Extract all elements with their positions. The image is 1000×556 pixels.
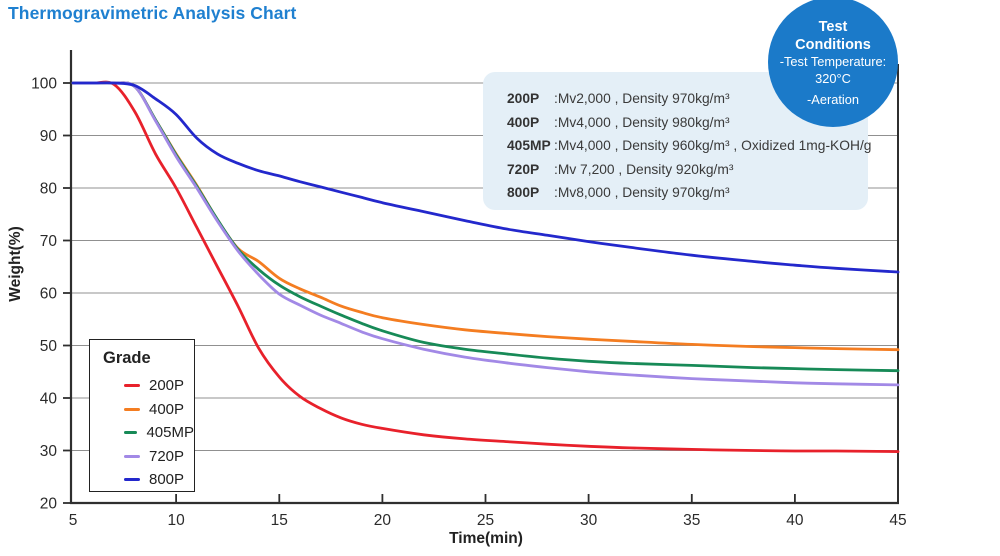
legend-item-label: 720P	[149, 447, 185, 465]
spec-text: :Mv4,000 , Density 980kg/m³	[554, 114, 730, 130]
y-tick-label-60: 60	[40, 286, 58, 303]
spec-row-400P: 400P :Mv4,000 , Density 980kg/m³	[507, 111, 868, 135]
legend-item-label: 800P	[149, 471, 185, 488]
x-tick-label-45: 45	[889, 512, 906, 529]
spec-text: :Mv 7,200 , Density 920kg/m³	[554, 161, 734, 177]
x-tick-label-20: 20	[374, 512, 392, 529]
legend-swatch-405MP	[124, 431, 138, 434]
legend-item-405MP: 405MP	[124, 424, 194, 441]
legend: Grade 200P 400P 405MP 720P 800P	[89, 339, 195, 492]
x-tick-label-40: 40	[786, 512, 804, 529]
legend-swatch-200P	[124, 384, 140, 387]
badge-line: -Test Temperature:	[779, 54, 887, 70]
legend-item-400P: 400P	[124, 401, 194, 418]
y-axis-label: Weight(%)	[7, 226, 24, 302]
legend-swatch-400P	[124, 407, 140, 411]
spec-text: :Mv2,000 , Density 970kg/m³	[554, 91, 730, 106]
y-tick-label-40: 40	[40, 391, 58, 408]
legend-item-label: 400P	[149, 400, 185, 418]
x-tick-label-35: 35	[683, 512, 700, 529]
spec-grade: 720P	[507, 161, 540, 177]
curve-720P	[71, 81, 900, 387]
legend-swatch-720P	[124, 454, 140, 458]
legend-swatch-800P	[124, 478, 140, 481]
y-tick-label-90: 90	[40, 128, 58, 145]
badge-title: Test Conditions	[768, 18, 898, 54]
spec-grade: 405MP	[507, 138, 551, 154]
x-tick-label-25: 25	[477, 512, 494, 529]
y-tick-label-50: 50	[40, 338, 58, 355]
legend-item-800P: 800P	[124, 471, 194, 488]
x-axis-label: Time(min)	[449, 530, 523, 547]
badge-line: -Aeration	[807, 92, 859, 108]
x-tick-label-5: 5	[69, 512, 78, 529]
chart-title: Thermogravimetric Analysis Chart	[8, 3, 297, 23]
badge-title-line1: Test	[818, 19, 848, 35]
spec-row-405MP: 405MP:Mv4,000 , Density 960kg/m³ , Oxidi…	[507, 134, 872, 158]
curve-200P	[71, 80, 900, 453]
y-tick-label-20: 20	[40, 496, 58, 513]
legend-item-label: 200P	[149, 377, 185, 394]
spec-row-720P: 720P :Mv 7,200 , Density 920kg/m³	[507, 158, 868, 182]
spec-row-800P: 800P :Mv8,000 , Density 970kg/m³	[507, 181, 868, 205]
spec-row-200P: 200P :Mv2,000 , Density 970kg/m³	[507, 87, 868, 111]
legend-item-720P: 720P	[124, 448, 194, 465]
grade-specs-panel: 200P :Mv2,000 , Density 970kg/m³ 400P :Mv4,…	[483, 72, 872, 210]
badge-body: -Test Temperature: 320°C -Aeration	[768, 54, 898, 109]
y-tick-label-80: 80	[40, 181, 58, 198]
badge-line: 320°C	[815, 71, 851, 87]
spec-text: :Mv8,000 , Density 970kg/m³	[554, 185, 730, 201]
badge-title-line2: Conditions	[795, 37, 871, 54]
spec-text: :Mv4,000 , Density 960kg/m³ , Oxidized 1…	[554, 138, 872, 154]
spec-grade: 800P	[507, 185, 540, 201]
x-tick-label-30: 30	[580, 512, 598, 529]
y-tick-label-100: 100	[31, 76, 57, 93]
legend-item-200P: 200P	[124, 377, 194, 394]
legend-item-label: 405MP	[146, 424, 194, 441]
legend-title: Grade	[103, 349, 151, 367]
y-tick-label-70: 70	[40, 233, 58, 250]
y-tick-label-30: 30	[40, 443, 58, 460]
spec-grade: 400P	[507, 114, 540, 130]
x-tick-label-15: 15	[271, 512, 288, 529]
legend-items: 200P 400P 405MP 720P 800P	[124, 377, 194, 488]
spec-grade: 200P	[507, 91, 540, 106]
x-tick-label-10: 10	[167, 512, 185, 529]
test-conditions-badge: Test Conditions -Test Temperature: 320°C -…	[768, 0, 898, 127]
curve-800P	[71, 81, 900, 274]
